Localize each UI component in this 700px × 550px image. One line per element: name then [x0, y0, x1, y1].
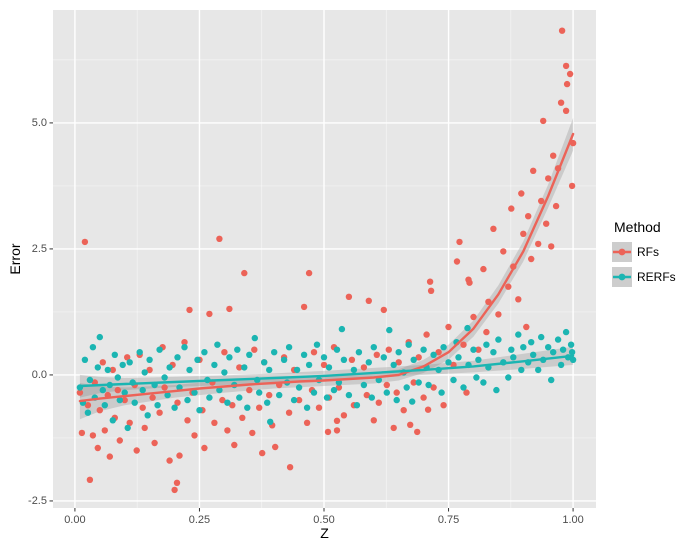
x-axis-title: Z — [320, 525, 329, 541]
legend-title: Method — [614, 219, 661, 235]
confidence-band-rfs — [79, 117, 574, 420]
y-tick-label: -2.5 — [28, 494, 47, 507]
y-tick-label: 2.5 — [31, 242, 47, 255]
axis-ticks — [49, 122, 574, 512]
x-tick-label: 0.50 — [313, 514, 335, 526]
x-tick-label: 0.75 — [437, 514, 460, 526]
legend: Method RFs RERFs — [612, 219, 676, 292]
smooth-line-rfs — [78, 132, 575, 403]
confidence-band-rerfs — [79, 346, 574, 398]
x-tick-label: 1.00 — [562, 514, 584, 526]
y-tick-label: 0.0 — [31, 368, 47, 381]
x-tick-label: 0.25 — [188, 514, 211, 526]
legend-item-rfs: RFs — [612, 242, 676, 262]
points-rerfs — [76, 324, 577, 432]
smooth-line-rerfs — [78, 354, 575, 388]
y-tick-label: 5.0 — [31, 116, 47, 129]
points-rfs — [76, 27, 577, 494]
legend-key-rfs-icon — [612, 242, 632, 262]
legend-label-rfs: RFs — [637, 245, 659, 259]
legend-label-rerfs: RERFs — [637, 270, 676, 284]
x-tick-label: 0.00 — [64, 514, 86, 526]
legend-item-rerfs: RERFs — [612, 267, 676, 287]
legend-key-rerfs-icon — [612, 267, 632, 287]
